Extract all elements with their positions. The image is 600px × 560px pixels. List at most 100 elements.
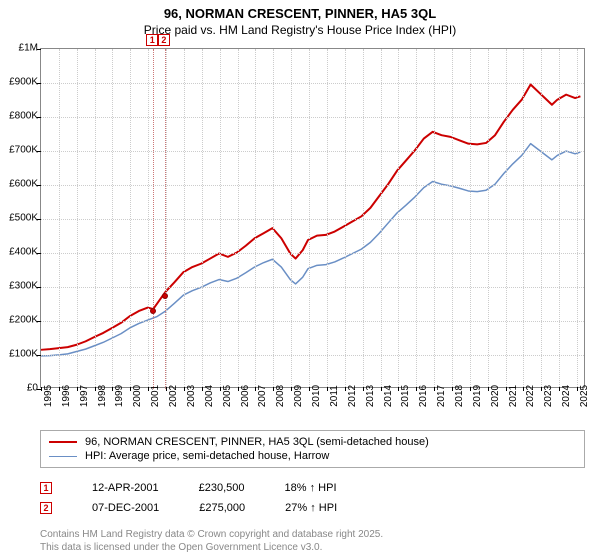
marker-flag: 1 bbox=[146, 34, 158, 46]
x-tick bbox=[220, 387, 221, 391]
gridline-v bbox=[77, 49, 78, 387]
marker-dot bbox=[162, 293, 168, 299]
y-tick-label: £800K bbox=[2, 111, 38, 122]
x-tick-label: 2007 bbox=[257, 385, 268, 407]
gridline-v bbox=[273, 49, 274, 387]
transaction-marker: 2 bbox=[40, 502, 52, 514]
x-tick-label: 2020 bbox=[490, 385, 501, 407]
x-tick-label: 2000 bbox=[132, 385, 143, 407]
marker-dot bbox=[150, 308, 156, 314]
transaction-marker: 1 bbox=[40, 482, 52, 494]
chart-lines-svg bbox=[41, 49, 584, 387]
x-tick-label: 2018 bbox=[454, 385, 465, 407]
gridline-v bbox=[541, 49, 542, 387]
chart-footer: Contains HM Land Registry data © Crown c… bbox=[40, 528, 383, 554]
gridline-v bbox=[470, 49, 471, 387]
chart-title: 96, NORMAN CRESCENT, PINNER, HA5 3QL bbox=[0, 6, 600, 21]
gridline-v bbox=[559, 49, 560, 387]
x-tick-label: 2013 bbox=[365, 385, 376, 407]
gridline-v bbox=[309, 49, 310, 387]
x-tick bbox=[327, 387, 328, 391]
y-tick-label: £1M bbox=[2, 43, 38, 54]
gridline-h bbox=[41, 117, 584, 118]
gridline-v bbox=[202, 49, 203, 387]
transaction-date: 12-APR-2001 bbox=[92, 482, 159, 494]
gridline-v bbox=[381, 49, 382, 387]
gridline-v bbox=[112, 49, 113, 387]
transaction-delta: 27% ↑ HPI bbox=[285, 502, 337, 514]
x-tick-label: 2010 bbox=[311, 385, 322, 407]
x-tick-label: 2017 bbox=[436, 385, 447, 407]
y-tick-label: £100K bbox=[2, 349, 38, 360]
transaction-delta: 18% ↑ HPI bbox=[285, 482, 337, 494]
gridline-v bbox=[398, 49, 399, 387]
transaction-row: 2 07-DEC-2001 £275,000 27% ↑ HPI bbox=[40, 498, 585, 518]
marker-guideline bbox=[165, 49, 166, 389]
legend-swatch bbox=[49, 441, 77, 443]
footer-copyright: Contains HM Land Registry data © Crown c… bbox=[40, 528, 383, 541]
gridline-v bbox=[523, 49, 524, 387]
x-tick-label: 2011 bbox=[329, 385, 340, 407]
gridline-v bbox=[327, 49, 328, 387]
x-tick bbox=[238, 387, 239, 391]
x-tick-label: 2004 bbox=[204, 385, 215, 407]
y-tick-label: £700K bbox=[2, 145, 38, 156]
x-tick bbox=[577, 387, 578, 391]
x-tick bbox=[184, 387, 185, 391]
x-tick bbox=[77, 387, 78, 391]
y-tick-label: £500K bbox=[2, 213, 38, 224]
legend-label: HPI: Average price, semi-detached house,… bbox=[85, 450, 329, 462]
transaction-list: 1 12-APR-2001 £230,500 18% ↑ HPI 2 07-DE… bbox=[40, 478, 585, 518]
gridline-h bbox=[41, 355, 584, 356]
gridline-h bbox=[41, 287, 584, 288]
gridline-h bbox=[41, 219, 584, 220]
x-tick bbox=[470, 387, 471, 391]
footer-license: This data is licensed under the Open Gov… bbox=[40, 541, 383, 554]
marker-flag: 2 bbox=[158, 34, 170, 46]
gridline-h bbox=[41, 83, 584, 84]
gridline-v bbox=[95, 49, 96, 387]
gridline-h bbox=[41, 321, 584, 322]
x-tick-label: 1995 bbox=[43, 385, 54, 407]
gridline-v bbox=[59, 49, 60, 387]
x-tick-label: 2022 bbox=[525, 385, 536, 407]
gridline-h bbox=[41, 151, 584, 152]
x-tick bbox=[291, 387, 292, 391]
gridline-v bbox=[577, 49, 578, 387]
transaction-row: 1 12-APR-2001 £230,500 18% ↑ HPI bbox=[40, 478, 585, 498]
x-tick-label: 2009 bbox=[293, 385, 304, 407]
x-tick-label: 2008 bbox=[275, 385, 286, 407]
x-tick bbox=[309, 387, 310, 391]
x-tick bbox=[202, 387, 203, 391]
legend-label: 96, NORMAN CRESCENT, PINNER, HA5 3QL (se… bbox=[85, 436, 429, 448]
x-tick-label: 2019 bbox=[472, 385, 483, 407]
x-tick-label: 2001 bbox=[150, 385, 161, 407]
chart-legend: 96, NORMAN CRESCENT, PINNER, HA5 3QL (se… bbox=[40, 430, 585, 468]
gridline-v bbox=[452, 49, 453, 387]
gridline-v bbox=[416, 49, 417, 387]
gridline-v bbox=[130, 49, 131, 387]
x-tick bbox=[41, 387, 42, 391]
x-tick-label: 2002 bbox=[168, 385, 179, 407]
gridline-v bbox=[291, 49, 292, 387]
y-tick-label: £200K bbox=[2, 315, 38, 326]
y-tick-label: £600K bbox=[2, 179, 38, 190]
gridline-v bbox=[255, 49, 256, 387]
gridline-v bbox=[363, 49, 364, 387]
x-tick-label: 2014 bbox=[383, 385, 394, 407]
x-tick bbox=[381, 387, 382, 391]
y-tick-label: £300K bbox=[2, 281, 38, 292]
x-tick-label: 2021 bbox=[508, 385, 519, 407]
y-tick-label: £900K bbox=[2, 77, 38, 88]
x-tick-label: 2024 bbox=[561, 385, 572, 407]
x-tick bbox=[506, 387, 507, 391]
x-tick-label: 2012 bbox=[347, 385, 358, 407]
gridline-v bbox=[506, 49, 507, 387]
gridline-h bbox=[41, 253, 584, 254]
series-line bbox=[41, 144, 580, 356]
chart-subtitle: Price paid vs. HM Land Registry's House … bbox=[0, 23, 600, 37]
x-tick-label: 2023 bbox=[543, 385, 554, 407]
chart-container: 96, NORMAN CRESCENT, PINNER, HA5 3QL Pri… bbox=[0, 0, 600, 560]
chart-title-block: 96, NORMAN CRESCENT, PINNER, HA5 3QL Pri… bbox=[0, 0, 600, 41]
x-tick-label: 1999 bbox=[114, 385, 125, 407]
